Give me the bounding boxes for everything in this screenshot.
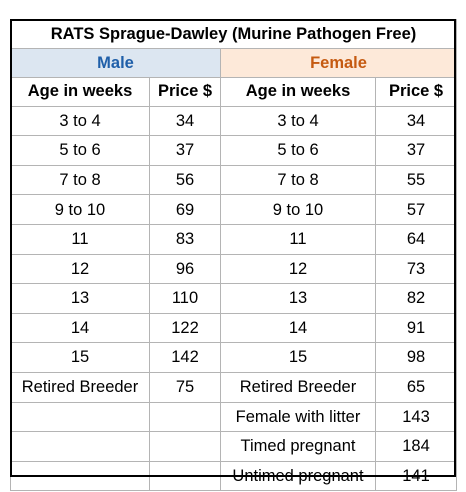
male-age-cell: 13 <box>10 283 150 314</box>
female-age-cell: 11 <box>220 224 376 255</box>
male-age-cell <box>10 431 150 462</box>
table-row: Retired Breeder 75 Retired Breeder 65 <box>10 372 457 403</box>
male-price-cell: 110 <box>149 283 221 314</box>
female-age-cell: 12 <box>220 253 376 285</box>
male-age-cell: 11 <box>10 224 150 255</box>
table-row: Timed pregnant 184 <box>10 431 457 462</box>
male-price-cell: 142 <box>149 342 221 374</box>
female-age-cell: 3 to 4 <box>220 105 376 137</box>
female-age-cell: 14 <box>220 312 376 344</box>
female-price-cell: 57 <box>375 194 457 226</box>
female-price-cell: 98 <box>375 342 457 374</box>
table-row: 11 83 11 64 <box>10 224 457 255</box>
male-price-cell <box>149 401 221 433</box>
male-price-cell <box>149 431 221 462</box>
female-price-cell: 143 <box>375 401 457 433</box>
table-row: 3 to 4 34 3 to 4 34 <box>10 105 457 137</box>
female-price-cell: 184 <box>375 431 457 462</box>
female-price-cell: 141 <box>375 460 457 492</box>
male-price-cell: 96 <box>149 253 221 285</box>
price-table-body: RATS Sprague-Dawley (Murine Pathogen Fre… <box>10 19 457 492</box>
table-row: 5 to 6 37 5 to 6 37 <box>10 135 457 166</box>
table-row: 9 to 10 69 9 to 10 57 <box>10 194 457 226</box>
female-age-cell: 13 <box>220 283 376 314</box>
column-header-row: Age in weeks Price $ Age in weeks Price … <box>10 76 457 107</box>
female-age-cell: Untimed pregnant <box>220 460 376 492</box>
female-price-cell: 37 <box>375 135 457 166</box>
female-age-header: Age in weeks <box>220 76 376 107</box>
male-price-cell: 75 <box>149 372 221 403</box>
male-age-cell <box>10 401 150 433</box>
female-price-cell: 82 <box>375 283 457 314</box>
male-age-header: Age in weeks <box>10 76 150 107</box>
group-header-row: Male Female <box>10 47 457 78</box>
table-row: 13 110 13 82 <box>10 283 457 314</box>
female-price-cell: 65 <box>375 372 457 403</box>
price-table: RATS Sprague-Dawley (Murine Pathogen Fre… <box>10 19 457 492</box>
female-age-cell: Retired Breeder <box>220 372 376 403</box>
male-group-header: Male <box>10 47 221 78</box>
table-row: 7 to 8 56 7 to 8 55 <box>10 164 457 196</box>
female-price-cell: 34 <box>375 105 457 137</box>
title-row: RATS Sprague-Dawley (Murine Pathogen Fre… <box>10 19 457 49</box>
male-age-cell: 3 to 4 <box>10 105 150 137</box>
female-price-cell: 55 <box>375 164 457 196</box>
female-age-cell: Female with litter <box>220 401 376 433</box>
table-row: Female with litter 143 <box>10 401 457 433</box>
male-age-cell: 7 to 8 <box>10 164 150 196</box>
male-price-cell: 83 <box>149 224 221 255</box>
female-age-cell: 5 to 6 <box>220 135 376 166</box>
male-age-cell: 12 <box>10 253 150 285</box>
male-price-cell: 37 <box>149 135 221 166</box>
table-row: 12 96 12 73 <box>10 253 457 285</box>
male-price-cell: 34 <box>149 105 221 137</box>
male-age-cell: 5 to 6 <box>10 135 150 166</box>
table-row: 14 122 14 91 <box>10 312 457 344</box>
female-age-cell: 7 to 8 <box>220 164 376 196</box>
female-price-cell: 64 <box>375 224 457 255</box>
male-age-cell: 14 <box>10 312 150 344</box>
male-age-cell <box>10 460 150 492</box>
male-age-cell: 9 to 10 <box>10 194 150 226</box>
female-price-header: Price $ <box>375 76 457 107</box>
female-price-cell: 73 <box>375 253 457 285</box>
table-row: Untimed pregnant 141 <box>10 460 457 492</box>
table-title: RATS Sprague-Dawley (Murine Pathogen Fre… <box>10 19 457 49</box>
male-price-cell <box>149 460 221 492</box>
male-price-header: Price $ <box>149 76 221 107</box>
male-price-cell: 56 <box>149 164 221 196</box>
female-age-cell: 9 to 10 <box>220 194 376 226</box>
female-age-cell: Timed pregnant <box>220 431 376 462</box>
female-group-header: Female <box>220 47 457 78</box>
table-row: 15 142 15 98 <box>10 342 457 374</box>
male-age-cell: Retired Breeder <box>10 372 150 403</box>
female-age-cell: 15 <box>220 342 376 374</box>
female-price-cell: 91 <box>375 312 457 344</box>
male-age-cell: 15 <box>10 342 150 374</box>
male-price-cell: 122 <box>149 312 221 344</box>
male-price-cell: 69 <box>149 194 221 226</box>
